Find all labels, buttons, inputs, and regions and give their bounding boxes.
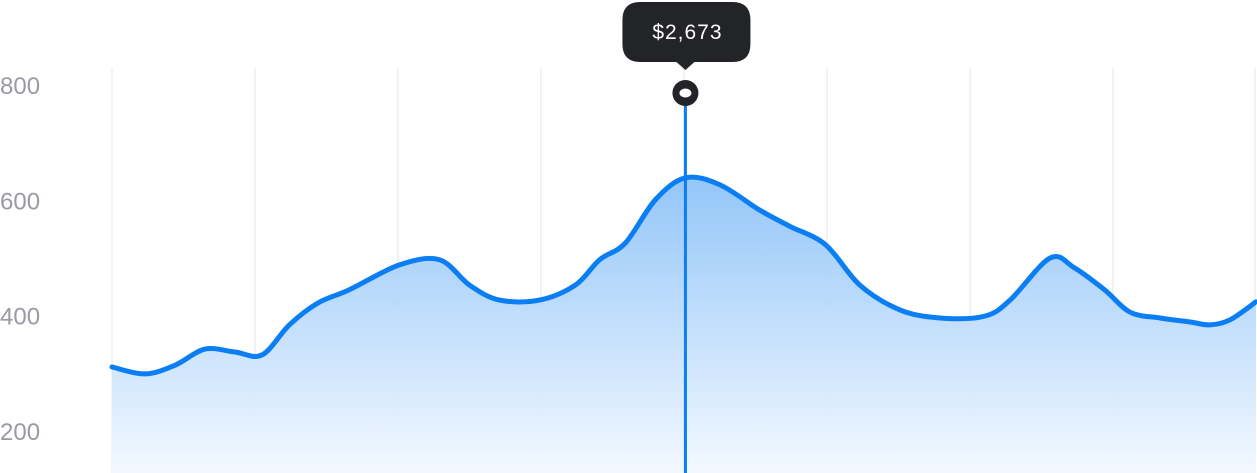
tooltip-box	[622, 2, 751, 70]
y-tick-label: 400	[0, 304, 40, 331]
marker-inner	[679, 88, 692, 98]
cursor-marker[interactable]	[672, 80, 699, 106]
tooltip: $2,673	[622, 2, 751, 70]
y-tick-label: 800	[0, 73, 40, 100]
y-tick-label: 200	[0, 419, 40, 446]
y-tick-label: 600	[0, 188, 40, 215]
tooltip-value: $2,673	[652, 21, 722, 44]
y-axis-ticks: 800 600 400 200	[0, 73, 40, 446]
